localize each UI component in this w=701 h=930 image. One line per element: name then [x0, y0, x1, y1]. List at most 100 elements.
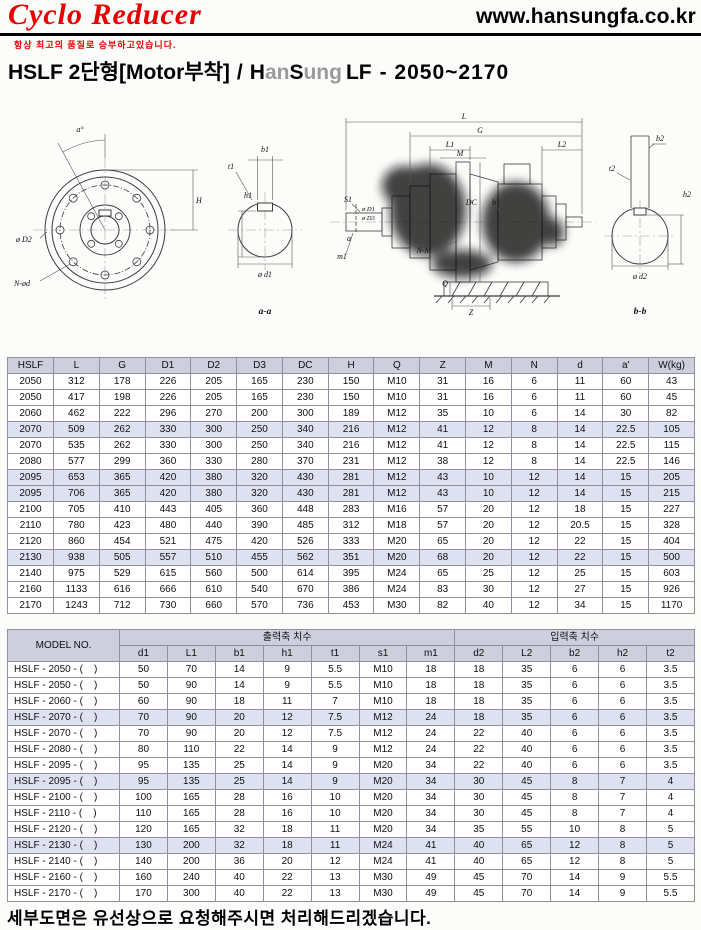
table-row: HSLF - 2050 - ( ) 50 70 14 9 5.5 M10 18 18 35 6 6 3.…: [7, 661, 696, 678]
cell: 2110: [7, 517, 54, 534]
cell: 14: [556, 405, 604, 422]
table-row: 2050 417 198 226 205 165 230 150 M10 31 16 6 11 60 45: [7, 389, 695, 406]
cell: 120: [119, 821, 168, 838]
table-row: 2095 653 365 420 380 320 430 281 M12 43 10 12 14 15 20…: [7, 469, 695, 486]
cell: 8: [598, 837, 647, 854]
cell: M24: [373, 565, 421, 582]
brand-tagline: 항상 최고의 품질로 승부하고있습니다.: [14, 40, 177, 50]
cell: 312: [327, 517, 375, 534]
cell: 22: [454, 741, 504, 758]
sub-header: m1: [406, 645, 456, 662]
cell: 3.5: [645, 709, 696, 726]
cell: 10: [550, 821, 600, 838]
cell: 22: [556, 533, 604, 550]
cell: 68: [419, 549, 467, 566]
cell: 1243: [53, 597, 100, 614]
dim-z-label: Z: [469, 308, 474, 317]
cell: 10: [310, 805, 360, 822]
cell: 65: [419, 533, 467, 550]
cell: 780: [53, 517, 100, 534]
title-series: LF: [345, 61, 372, 84]
angle-label: a°: [76, 125, 84, 134]
model-cell: HSLF - 2130 - ( ): [7, 837, 120, 854]
cell: M20: [358, 757, 408, 774]
cell: M30: [358, 869, 408, 886]
cell: 14: [550, 869, 600, 886]
cell: 83: [419, 581, 467, 598]
cell: 38: [419, 453, 467, 470]
cell: 205: [190, 373, 238, 390]
column-header: D3: [236, 357, 283, 374]
cell: M20: [358, 821, 408, 838]
cell: 130: [119, 837, 168, 854]
cell: 36: [214, 853, 264, 870]
column-header: Q: [373, 357, 421, 374]
cell: 18: [406, 693, 456, 710]
cell: 230: [281, 389, 329, 406]
cell: 14: [262, 757, 312, 774]
cell: 448: [281, 501, 329, 518]
cell: 312: [53, 373, 100, 390]
model-cell: HSLF - 2080 - ( ): [7, 741, 120, 758]
table-row: 2140 975 529 615 560 500 614 395 M24 65 25 12 25 15 60…: [7, 565, 695, 582]
cell: 24: [406, 709, 456, 726]
cell: 430: [281, 469, 329, 486]
cell: M20: [373, 549, 421, 566]
cell: 351: [327, 549, 375, 566]
cell: 11: [310, 837, 360, 854]
cell: 860: [53, 533, 100, 550]
cell: 40: [214, 885, 264, 902]
cell: 4: [645, 773, 696, 790]
cell: 35: [454, 821, 504, 838]
cell: 5: [645, 821, 696, 838]
cell: 9: [262, 661, 312, 678]
cell: 5.5: [645, 869, 696, 886]
cell: 34: [406, 773, 456, 790]
dim-m-label: M: [456, 149, 465, 158]
title-model: HSLF 2단형[Motor부착]: [8, 61, 230, 84]
cell: 6: [510, 405, 558, 422]
cell: 14: [262, 773, 312, 790]
cell: 405: [190, 501, 238, 518]
cell: M12: [373, 485, 421, 502]
cell: 975: [53, 565, 100, 582]
model-cell: HSLF - 2170 - ( ): [7, 885, 120, 902]
cell: 16: [262, 789, 312, 806]
cell: 11: [556, 373, 604, 390]
key-width-label: b2: [656, 134, 664, 143]
cell: 8: [550, 773, 600, 790]
cell: 18: [556, 501, 604, 518]
sub-header: h2: [598, 645, 647, 662]
cell: 443: [144, 501, 192, 518]
cell: 40: [454, 853, 504, 870]
cell: 231: [327, 453, 375, 470]
page-title: HSLF 2단형[Motor부착] / HanSung LF - 2050~2170: [8, 56, 509, 86]
cell: 27: [556, 581, 604, 598]
cell: 24: [406, 741, 456, 758]
cell: 8: [550, 805, 600, 822]
spec-table-2: MODEL NO. 출력축 치수 입력축 치수 d1 L1 b1 h1 t1 s1 m1 d2 L2 b…: [7, 629, 696, 902]
cell: 25: [214, 757, 264, 774]
cell: 30: [454, 789, 504, 806]
cell: 12: [310, 853, 360, 870]
table-row: HSLF - 2120 - ( ) 120 165 32 18 11 M20 34 35 55 10…: [7, 821, 696, 838]
cell: 5.5: [310, 661, 360, 678]
cell: M24: [358, 853, 408, 870]
cell: 577: [53, 453, 100, 470]
cell: M10: [373, 389, 421, 406]
cell: 2050: [7, 389, 54, 406]
cell: 6: [550, 693, 600, 710]
cell: 35: [502, 693, 552, 710]
dim-d1-label: ø D1: [361, 206, 375, 213]
cell: 22.5: [602, 437, 650, 454]
cell: 45: [502, 789, 552, 806]
cell: 82: [419, 597, 467, 614]
sub-header: L2: [502, 645, 552, 662]
cell: M12: [373, 437, 421, 454]
cell: 13: [310, 869, 360, 886]
cell: 6: [598, 741, 647, 758]
cell: M12: [373, 421, 421, 438]
column-header: H: [327, 357, 375, 374]
cell: 509: [53, 421, 100, 438]
sub-header: b2: [550, 645, 600, 662]
